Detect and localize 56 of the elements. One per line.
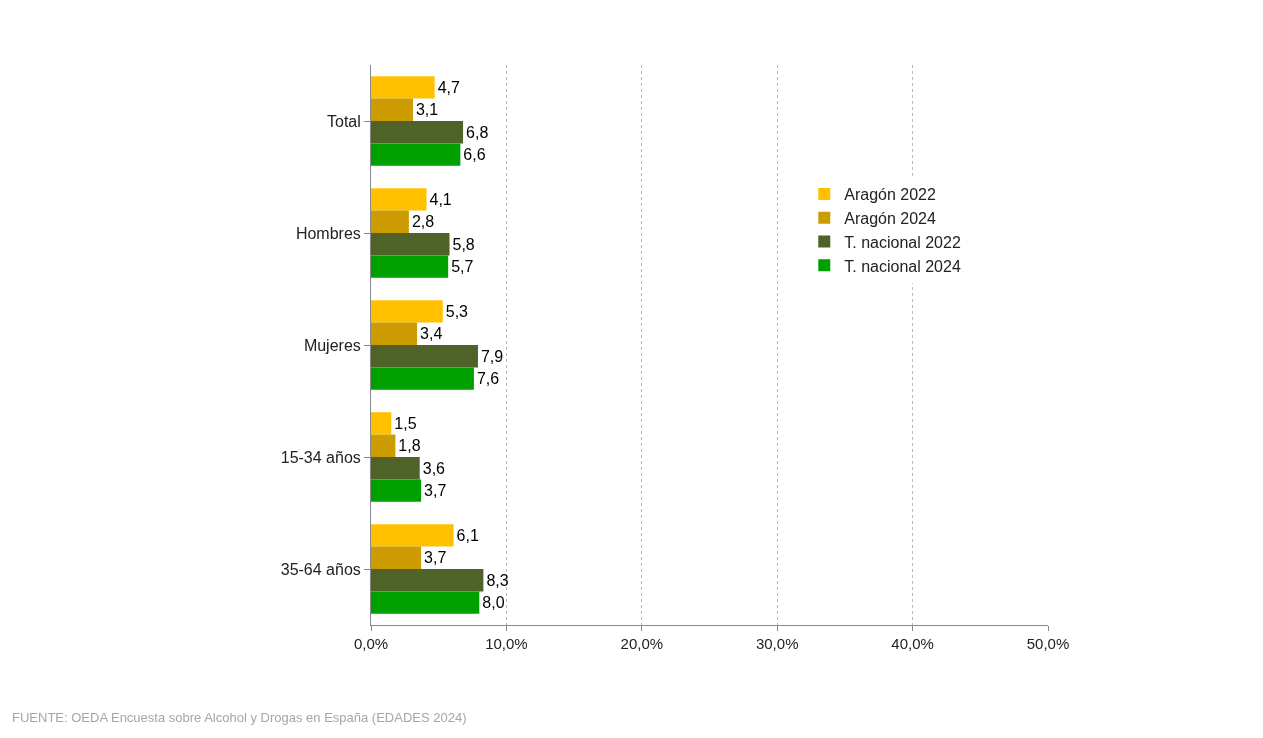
legend-label: Aragón 2022 bbox=[844, 186, 937, 204]
bar bbox=[371, 591, 480, 614]
data-label: 8,0 bbox=[482, 594, 505, 612]
y-tick-label: 15-34 años bbox=[280, 448, 361, 466]
bar bbox=[371, 143, 461, 166]
data-label: 5,8 bbox=[452, 235, 475, 253]
x-tick-label: 40,0% bbox=[891, 635, 934, 652]
y-tick-label: Hombres bbox=[295, 224, 361, 242]
data-label: 1,5 bbox=[394, 414, 417, 432]
bar bbox=[371, 524, 454, 547]
x-tick-label: 20,0% bbox=[620, 635, 664, 652]
bar bbox=[371, 546, 422, 569]
bar bbox=[371, 367, 474, 390]
x-tick-label: 50,0% bbox=[1026, 635, 1070, 652]
bar bbox=[371, 434, 396, 457]
data-label: 3,7 bbox=[424, 549, 447, 567]
data-label: 1,8 bbox=[398, 437, 421, 455]
bar bbox=[371, 322, 418, 345]
y-tick-label: Total bbox=[327, 112, 361, 130]
bar bbox=[371, 569, 484, 592]
bar bbox=[371, 121, 464, 144]
bar bbox=[371, 210, 409, 233]
data-label: 4,1 bbox=[429, 190, 452, 208]
data-label: 6,8 bbox=[466, 123, 489, 141]
bar bbox=[371, 98, 413, 121]
bar bbox=[371, 233, 450, 256]
bar bbox=[371, 188, 427, 211]
data-label: 5,7 bbox=[451, 258, 474, 276]
y-tick-label: Mujeres bbox=[303, 336, 361, 354]
source-note: FUENTE: OEDA Encuesta sobre Alcohol y Drogas en España (EDADES 2024) bbox=[12, 710, 467, 725]
data-label: 7,6 bbox=[476, 370, 500, 388]
bar bbox=[371, 345, 478, 368]
y-tick-label: 35-64 años bbox=[280, 560, 361, 578]
data-label: 8,3 bbox=[486, 571, 509, 589]
legend-label: Aragón 2024 bbox=[844, 209, 937, 227]
bar bbox=[371, 300, 443, 323]
bar bbox=[371, 479, 422, 502]
data-label: 5,3 bbox=[445, 302, 469, 320]
legend-label: T. nacional 2022 bbox=[844, 233, 961, 251]
data-label: 3,4 bbox=[420, 325, 443, 343]
data-label: 3,7 bbox=[424, 482, 447, 500]
data-label: 2,8 bbox=[411, 213, 435, 231]
data-label: 7,9 bbox=[480, 347, 504, 365]
data-label: 3,1 bbox=[415, 101, 439, 119]
x-tick-label: 0,0% bbox=[353, 635, 389, 652]
data-label: 6,1 bbox=[456, 526, 479, 544]
data-label: 3,6 bbox=[422, 459, 446, 477]
bar bbox=[371, 76, 435, 99]
data-label: 4,7 bbox=[437, 78, 460, 96]
legend-label: T. nacional 2024 bbox=[844, 257, 961, 275]
x-tick-label: 10,0% bbox=[485, 635, 528, 652]
data-label: 6,6 bbox=[463, 146, 486, 164]
bar bbox=[371, 457, 420, 480]
bar bbox=[371, 412, 392, 435]
x-tick-label: 30,0% bbox=[755, 635, 799, 652]
bar bbox=[371, 255, 449, 278]
